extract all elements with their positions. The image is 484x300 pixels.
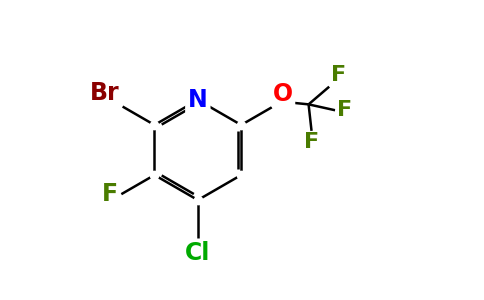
Text: F: F — [331, 65, 346, 85]
Text: Cl: Cl — [185, 241, 211, 265]
Text: F: F — [336, 100, 352, 120]
Text: Br: Br — [90, 81, 120, 105]
Text: F: F — [304, 132, 319, 152]
Text: F: F — [102, 182, 119, 206]
Text: N: N — [188, 88, 208, 112]
Text: O: O — [273, 82, 293, 106]
